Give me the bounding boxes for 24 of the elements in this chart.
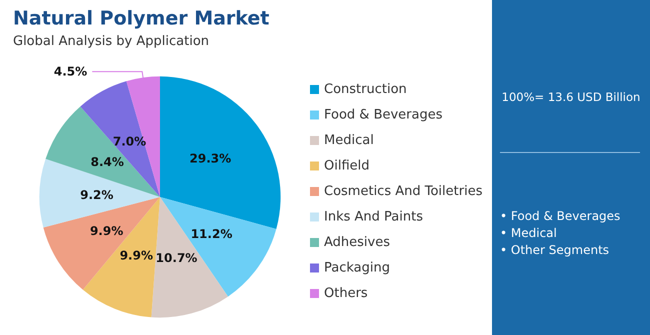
legend-label: Construction <box>324 82 407 97</box>
data-label: 29.3% <box>190 152 232 166</box>
text: • Other Segments <box>500 242 610 259</box>
legend-label: Inks And Paints <box>324 210 424 224</box>
legend-label: Food & Beverages <box>324 108 443 122</box>
data-label: 9.2% <box>80 188 114 202</box>
legend-label: Medical <box>324 133 374 148</box>
data-label: 9.9% <box>120 248 153 263</box>
text: • Medical <box>500 225 558 242</box>
data-label: 10.7% <box>156 251 198 266</box>
data-label: 8.4% <box>90 155 124 170</box>
legend-label: Others <box>324 286 368 301</box>
legend-label: Adhesives <box>324 235 390 250</box>
legend-label: Cosmetics And Toiletries <box>324 184 483 199</box>
data-label: 9.9% <box>90 224 124 238</box>
text: 100%= 13.6 USD Billion <box>500 90 642 104</box>
data-label: 11.2% <box>190 226 232 241</box>
legend-label: Packaging <box>324 260 390 276</box>
legend-label: Oilfield <box>324 158 370 174</box>
text: • Food & Beverages <box>500 208 620 225</box>
data-label: 4.5% <box>54 64 88 79</box>
data-label: 7.0% <box>112 134 146 149</box>
chart-title: Natural Polymer Market <box>13 8 270 30</box>
chart-subtitle: Global Analysis by Application <box>13 34 210 49</box>
